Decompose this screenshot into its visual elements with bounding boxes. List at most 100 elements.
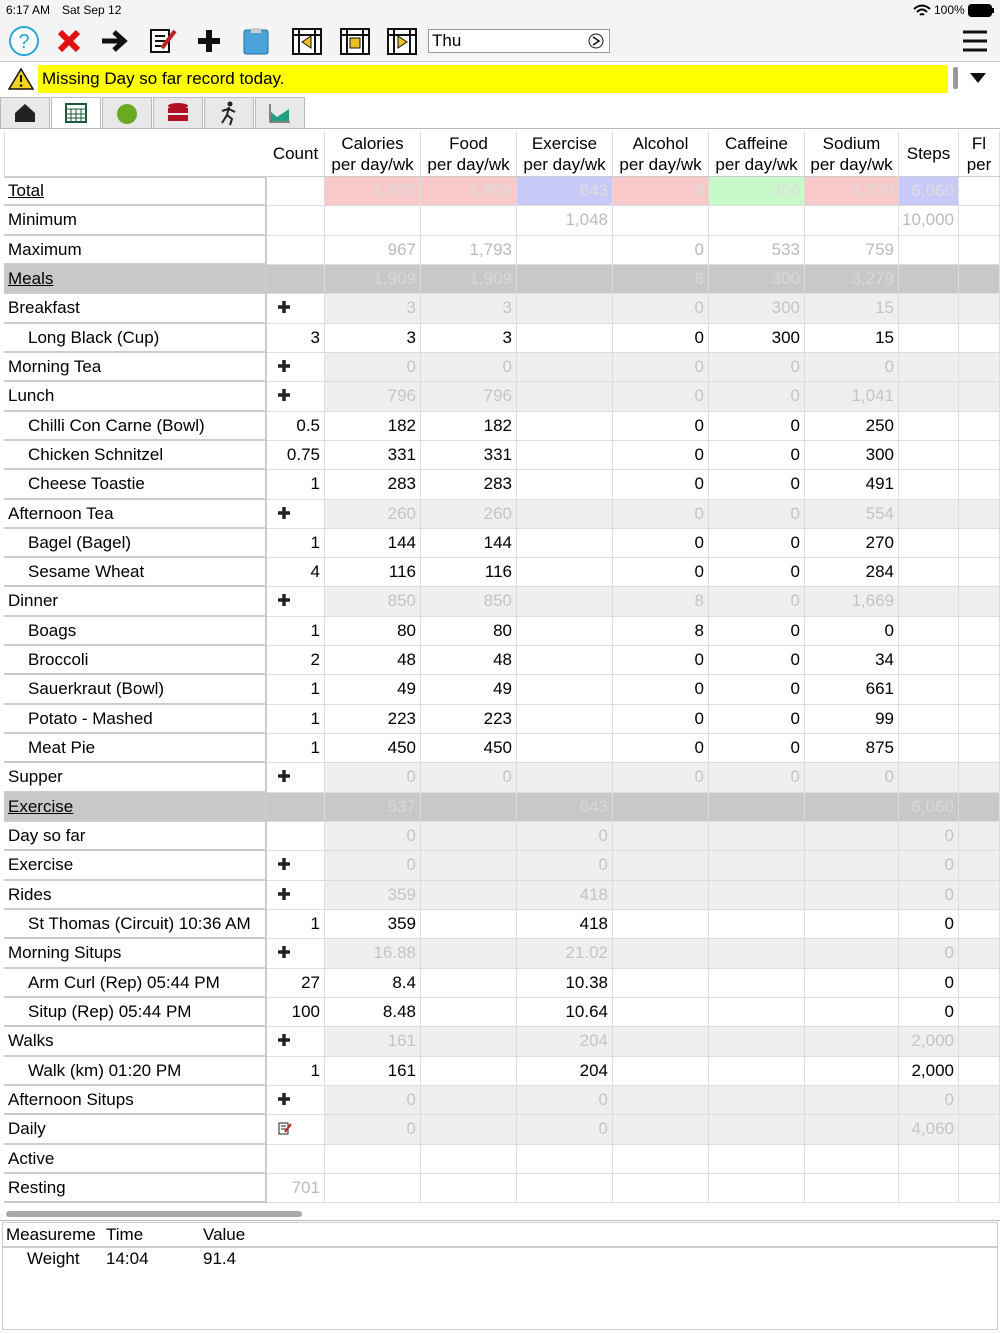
row-label[interactable]: Walk (km) 01:20 PM (4, 1056, 267, 1086)
table-cell (613, 1144, 709, 1174)
table-cell: 2,000 (899, 1056, 959, 1086)
column-header: Food per day/wk (421, 131, 517, 177)
table-cell: 0 (709, 382, 805, 412)
row-label[interactable]: Situp (Rep) 05:44 PM (4, 997, 267, 1028)
table-cell (899, 734, 959, 764)
row-label[interactable]: Long Black (Cup) (4, 323, 267, 353)
table-cell: 8.4 (325, 968, 421, 998)
table-cell (899, 616, 959, 647)
row-label[interactable]: Exercise (4, 851, 267, 881)
row-label: Exercise (4, 792, 267, 823)
row-label[interactable]: Bagel (Bagel) (4, 528, 267, 559)
add-entry-icon[interactable] (276, 504, 296, 524)
table-cell: 1,372 (325, 177, 421, 207)
next-day-button[interactable] (386, 26, 418, 56)
row-label[interactable]: St Thomas (Circuit) 10:36 AM (4, 910, 267, 940)
clipboard-button[interactable] (241, 26, 271, 56)
row-label[interactable]: Broccoli (4, 646, 267, 676)
column-name: Steps (906, 144, 951, 163)
table-cell (805, 822, 899, 852)
add-entry-icon[interactable] (276, 855, 296, 875)
row-label[interactable]: Lunch (4, 382, 267, 412)
measurements-table: Measureme Time Value Weight 14:04 91.4 (2, 1222, 998, 1330)
table-cell (517, 763, 613, 793)
row-label[interactable]: Walks (4, 1027, 267, 1057)
add-entry-icon[interactable] (276, 1090, 296, 1110)
add-entry-icon[interactable] (276, 885, 296, 905)
table-cell: 21.02 (517, 939, 613, 969)
row-label[interactable]: Rides (4, 880, 267, 910)
row-label[interactable]: Chicken Schnitzel (4, 440, 267, 471)
add-entry-icon[interactable] (276, 767, 296, 787)
row-label[interactable]: Cheese Toastie (4, 470, 267, 500)
day-field[interactable]: Thu (428, 29, 610, 53)
row-label[interactable]: Day so far (4, 822, 267, 852)
table-cell (805, 1115, 899, 1145)
table-cell (959, 382, 1000, 412)
forward-button[interactable] (100, 27, 130, 55)
row-label[interactable]: Afternoon Situps (4, 1085, 267, 1116)
table-cell: 0 (709, 352, 805, 383)
add-button[interactable] (195, 27, 223, 55)
row-label[interactable]: Dinner (4, 587, 267, 617)
table-cell (267, 235, 325, 265)
add-entry-icon[interactable] (276, 943, 296, 963)
help-button[interactable]: ? (8, 25, 40, 57)
today-button[interactable] (339, 26, 371, 56)
home-tab[interactable] (0, 97, 50, 129)
row-label[interactable]: Arm Curl (Rep) 05:44 PM (4, 968, 267, 998)
edit-entry-icon[interactable] (276, 1119, 296, 1139)
row-label[interactable]: Morning Tea (4, 352, 267, 383)
edit-button[interactable] (148, 26, 178, 56)
table-cell: 0 (613, 235, 709, 265)
food-tab[interactable] (102, 97, 152, 129)
table-cell (959, 264, 1000, 295)
row-label[interactable]: Breakfast (4, 294, 267, 324)
row-label[interactable]: Sauerkraut (Bowl) (4, 675, 267, 705)
alert-dropdown[interactable] (968, 70, 988, 86)
table-cell: 8 (613, 587, 709, 617)
table-cell: 16.88 (325, 939, 421, 969)
add-entry-icon[interactable] (276, 1031, 296, 1051)
table-cell (517, 235, 613, 265)
table-cell: 6,060 (899, 177, 959, 207)
add-entry-icon[interactable] (276, 386, 296, 406)
table-cell (959, 528, 1000, 559)
table-cell: 0 (613, 352, 709, 383)
row-label[interactable]: Morning Situps (4, 939, 267, 969)
measurement-header-rule (3, 1246, 997, 1248)
calendar-tab[interactable] (51, 97, 101, 129)
row-label[interactable]: Afternoon Tea (4, 499, 267, 529)
row-label[interactable]: Potato - Mashed (4, 704, 267, 735)
row-label[interactable]: Daily (4, 1115, 267, 1145)
add-entry-icon[interactable] (276, 357, 296, 377)
row-label: Total (4, 177, 267, 207)
table-cell: 0 (899, 1085, 959, 1116)
table-cell (899, 470, 959, 500)
prev-day-button[interactable] (291, 26, 323, 56)
table-cell: 250 (805, 411, 899, 441)
table-cell (613, 206, 709, 236)
table-cell (805, 206, 899, 236)
table-cell (709, 910, 805, 940)
add-entry-icon[interactable] (276, 298, 296, 318)
table-cell (267, 294, 325, 324)
day-value: Thu (432, 31, 462, 50)
row-label[interactable]: Meat Pie (4, 734, 267, 764)
table-cell: 10.38 (517, 968, 613, 998)
table-cell (267, 587, 325, 617)
column-name: Count (272, 144, 319, 163)
add-entry-icon[interactable] (276, 591, 296, 611)
table-cell (959, 411, 1000, 441)
table-cell: 643 (517, 792, 613, 823)
row-label[interactable]: Supper (4, 763, 267, 793)
menu-button[interactable] (960, 28, 990, 54)
table-cell: 491 (805, 470, 899, 500)
table-cell: 661 (805, 675, 899, 705)
table-cell: 260 (325, 499, 421, 529)
table-cell: 300 (709, 264, 805, 295)
delete-button[interactable] (55, 27, 83, 55)
row-label[interactable]: Chilli Con Carne (Bowl) (4, 411, 267, 441)
row-label[interactable]: Sesame Wheat (4, 558, 267, 588)
row-label[interactable]: Boags (4, 616, 267, 647)
